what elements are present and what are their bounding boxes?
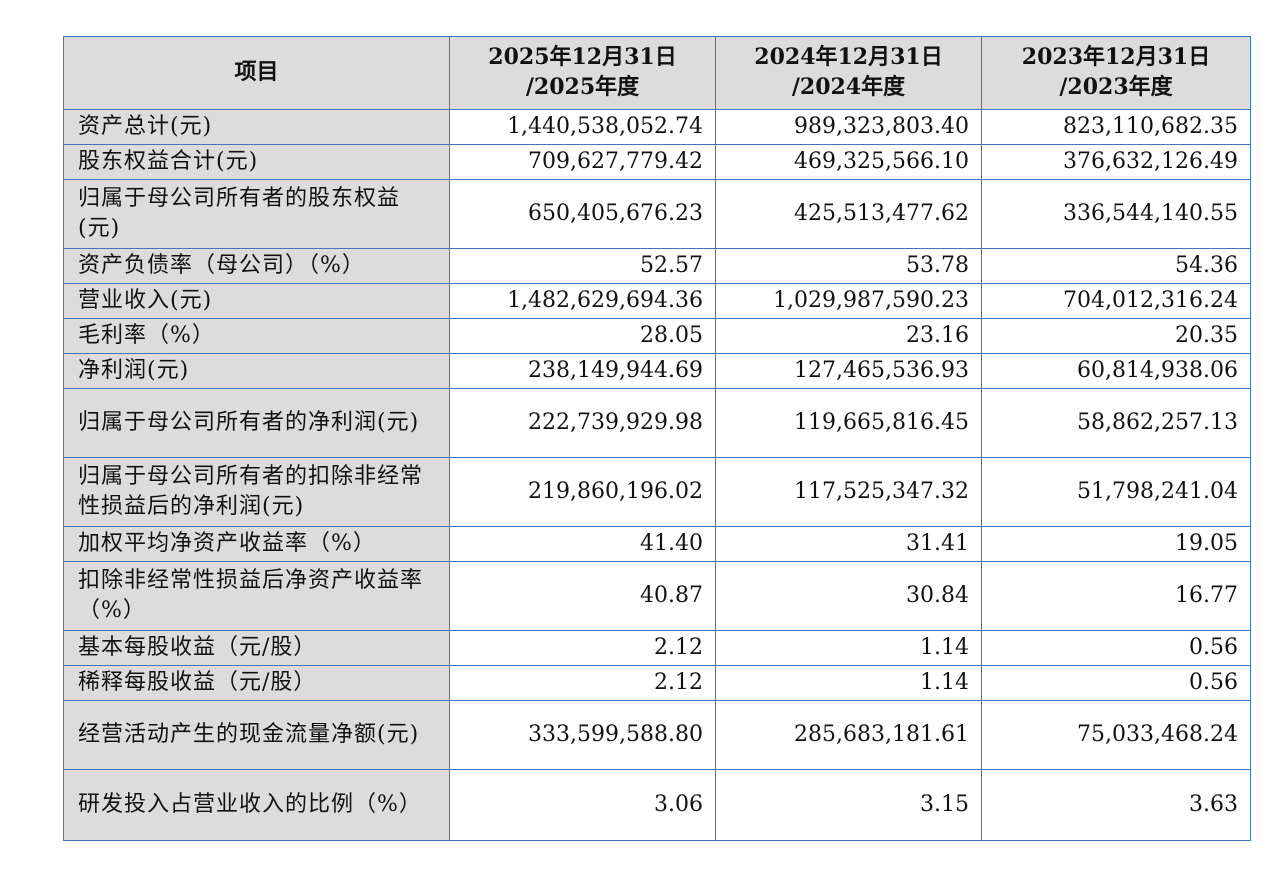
table-row: 净利润(元) 238,149,944.69 127,465,536.93 60,… (63, 353, 1251, 389)
row-label: 加权平均净资产收益率（%） (63, 526, 450, 562)
table-row: 归属于母公司所有者的股东权益(元) 650,405,676.23 425,513… (63, 179, 1251, 249)
value-2024: 30.84 (715, 561, 982, 631)
row-label: 归属于母公司所有者的股东权益(元) (63, 179, 450, 249)
value-2024: 127,465,536.93 (715, 353, 982, 389)
value-2023: 19.05 (981, 526, 1251, 562)
value-2024: 117,525,347.32 (715, 457, 982, 527)
row-label: 经营活动产生的现金流量净额(元) (63, 700, 450, 770)
value-2025: 52.57 (449, 248, 716, 284)
value-2024: 989,323,803.40 (715, 109, 982, 145)
value-2025: 219,860,196.02 (449, 457, 716, 527)
value-2025: 1,482,629,694.36 (449, 283, 716, 319)
value-2025: 2.12 (449, 665, 716, 701)
value-2023: 0.56 (981, 630, 1251, 666)
value-2023: 51,798,241.04 (981, 457, 1251, 527)
header-2025-year: /2025年度 (525, 74, 640, 100)
table-row: 营业收入(元) 1,482,629,694.36 1,029,987,590.2… (63, 283, 1251, 319)
value-2024: 1.14 (715, 630, 982, 666)
value-2023: 20.35 (981, 318, 1251, 354)
value-2023: 336,544,140.55 (981, 179, 1251, 249)
value-2025: 333,599,588.80 (449, 700, 716, 770)
table-row: 经营活动产生的现金流量净额(元) 333,599,588.80 285,683,… (63, 700, 1251, 770)
value-2025: 28.05 (449, 318, 716, 354)
row-label: 稀释每股收益（元/股） (63, 665, 450, 701)
table-row: 稀释每股收益（元/股） 2.12 1.14 0.56 (63, 665, 1251, 701)
financial-data-table: 项目 2025年12月31日 /2025年度 2024年12月31日 /2024… (63, 36, 1251, 841)
table-row: 资产总计(元) 1,440,538,052.74 989,323,803.40 … (63, 109, 1251, 145)
header-2023-date: 2023年12月31日 (1021, 44, 1211, 71)
value-2024: 119,665,816.45 (715, 388, 982, 458)
value-2025: 41.40 (449, 526, 716, 562)
row-label: 营业收入(元) (63, 283, 450, 319)
row-label: 资产总计(元) (63, 109, 450, 145)
value-2024: 31.41 (715, 526, 982, 562)
value-2023: 58,862,257.13 (981, 388, 1251, 458)
value-2024: 425,513,477.62 (715, 179, 982, 249)
value-2024: 285,683,181.61 (715, 700, 982, 770)
value-2025: 1,440,538,052.74 (449, 109, 716, 145)
value-2024: 23.16 (715, 318, 982, 354)
value-2023: 54.36 (981, 248, 1251, 284)
value-2025: 650,405,676.23 (449, 179, 716, 249)
header-2023-year: /2023年度 (1059, 74, 1173, 100)
row-label: 毛利率（%） (63, 318, 450, 354)
value-2025: 3.06 (449, 769, 716, 841)
value-2025: 709,627,779.42 (449, 144, 716, 180)
value-2024: 1,029,987,590.23 (715, 283, 982, 319)
value-2023: 75,033,468.24 (981, 700, 1251, 770)
header-2025-date: 2025年12月31日 (488, 44, 677, 71)
header-2025: 2025年12月31日 /2025年度 (449, 36, 716, 110)
table-row: 扣除非经常性损益后净资产收益率（%） 40.87 30.84 16.77 (63, 561, 1251, 631)
row-label: 净利润(元) (63, 353, 450, 389)
row-label: 资产负债率（母公司）（%） (63, 248, 450, 284)
table-row: 研发投入占营业收入的比例（%） 3.06 3.15 3.63 (63, 769, 1251, 841)
value-2023: 60,814,938.06 (981, 353, 1251, 389)
value-2024: 469,325,566.10 (715, 144, 982, 180)
table-row: 股东权益合计(元) 709,627,779.42 469,325,566.10 … (63, 144, 1251, 180)
table-row: 归属于母公司所有者的扣除非经常性损益后的净利润(元) 219,860,196.0… (63, 457, 1251, 527)
table-row: 基本每股收益（元/股） 2.12 1.14 0.56 (63, 630, 1251, 666)
row-label: 归属于母公司所有者的扣除非经常性损益后的净利润(元) (63, 457, 450, 527)
value-2023: 376,632,126.49 (981, 144, 1251, 180)
value-2025: 238,149,944.69 (449, 353, 716, 389)
row-label: 研发投入占营业收入的比例（%） (63, 769, 450, 841)
row-label: 归属于母公司所有者的净利润(元) (63, 388, 450, 458)
row-label: 扣除非经常性损益后净资产收益率（%） (63, 561, 450, 631)
header-2024-year: /2024年度 (791, 74, 906, 100)
value-2023: 823,110,682.35 (981, 109, 1251, 145)
value-2023: 3.63 (981, 769, 1251, 841)
row-label: 股东权益合计(元) (63, 144, 450, 180)
value-2024: 3.15 (715, 769, 982, 841)
value-2023: 16.77 (981, 561, 1251, 631)
value-2024: 53.78 (715, 248, 982, 284)
table-header-row: 项目 2025年12月31日 /2025年度 2024年12月31日 /2024… (63, 36, 1251, 110)
value-2025: 222,739,929.98 (449, 388, 716, 458)
value-2025: 40.87 (449, 561, 716, 631)
value-2024: 1.14 (715, 665, 982, 701)
table-row: 加权平均净资产收益率（%） 41.40 31.41 19.05 (63, 526, 1251, 562)
value-2025: 2.12 (449, 630, 716, 666)
header-2023: 2023年12月31日 /2023年度 (981, 36, 1251, 110)
row-label: 基本每股收益（元/股） (63, 630, 450, 666)
header-2024: 2024年12月31日 /2024年度 (715, 36, 982, 110)
table-row: 毛利率（%） 28.05 23.16 20.35 (63, 318, 1251, 354)
value-2023: 0.56 (981, 665, 1251, 701)
table-row: 资产负债率（母公司）（%） 52.57 53.78 54.36 (63, 248, 1251, 284)
table-row: 归属于母公司所有者的净利润(元) 222,739,929.98 119,665,… (63, 388, 1251, 458)
header-2024-date: 2024年12月31日 (754, 44, 943, 71)
header-item: 项目 (63, 36, 450, 110)
value-2023: 704,012,316.24 (981, 283, 1251, 319)
